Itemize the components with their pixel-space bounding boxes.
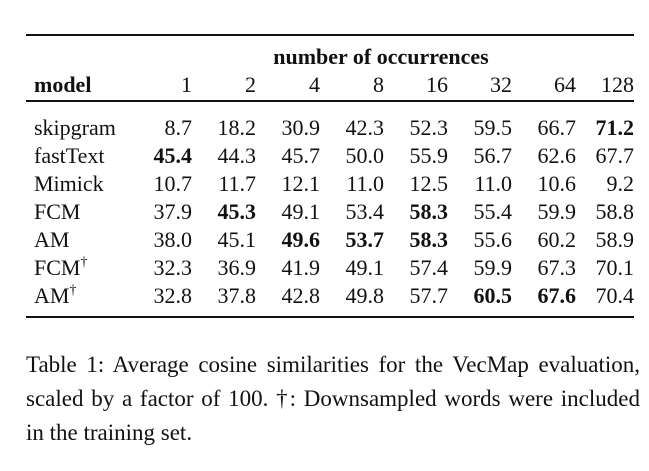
table-row: FCM 37.9 45.3 49.1 53.4 58.3 55.4 59.9 58.8: [26, 198, 634, 226]
column-header: 4: [309, 72, 320, 97]
table-cell: 55.6: [473, 227, 513, 252]
table-cell: 59.9: [473, 255, 513, 280]
table-cell: 8.7: [164, 115, 193, 140]
table-cell: 58.9: [595, 227, 635, 252]
table-cell: 37.8: [217, 283, 257, 308]
table-cell: 30.9: [281, 115, 321, 140]
table-cell: 58.8: [595, 199, 635, 224]
table-cell: 36.9: [217, 255, 257, 280]
table-cell: 67.6: [537, 283, 577, 308]
model-name: AM: [34, 226, 69, 254]
table-cell: 44.3: [217, 143, 257, 168]
header-rule: [26, 100, 634, 102]
table-cell: 70.4: [595, 283, 635, 308]
table-cell: 53.7: [345, 227, 385, 252]
table-cell: 57.4: [409, 255, 449, 280]
table-cell: 42.3: [345, 115, 385, 140]
table-cell: 41.9: [281, 255, 321, 280]
table-cell: 10.7: [153, 171, 193, 196]
table-cell: 11.0: [346, 171, 384, 196]
table-cell: 59.9: [537, 199, 577, 224]
table-cell: 67.3: [537, 255, 577, 280]
dagger-mark: †: [80, 255, 88, 270]
column-header: 8: [373, 72, 384, 97]
table-cell: 60.2: [537, 227, 577, 252]
table-cell: 52.3: [409, 115, 449, 140]
table-cell: 9.2: [606, 171, 635, 196]
table-cell: 70.1: [595, 255, 635, 280]
model-name: AM†: [34, 282, 76, 310]
table-cell: 18.2: [217, 115, 257, 140]
table-cell: 60.5: [473, 283, 513, 308]
table-row: AM† 32.8 37.8 42.8 49.8 57.7 60.5 67.6 70.4: [26, 282, 634, 310]
results-table: number of occurrences model 1 2 4 8 16 32 64 12…: [26, 34, 634, 318]
model-name: FCM†: [34, 254, 87, 282]
model-label: Mimick: [34, 171, 104, 196]
table-cell: 59.5: [473, 115, 513, 140]
table-cell: 38.0: [153, 227, 193, 252]
model-label: AM: [34, 283, 70, 308]
table-cell: 12.5: [409, 171, 449, 196]
table-cell: 55.9: [409, 143, 449, 168]
table-cell: 11.0: [474, 171, 512, 196]
table-cell: 37.9: [153, 199, 193, 224]
table-cell: 45.3: [217, 199, 257, 224]
model-label: AM: [34, 227, 70, 252]
table-cell: 57.7: [409, 283, 449, 308]
table-cell: 42.8: [281, 283, 321, 308]
table-cell: 66.7: [537, 115, 577, 140]
table-cell: 49.6: [281, 227, 321, 252]
model-column-header: model: [34, 72, 92, 97]
column-header: 1: [181, 72, 192, 97]
bottom-rule: [26, 316, 634, 318]
table-row: AM 38.0 45.1 49.6 53.7 58.3 55.6 60.2 58.9: [26, 226, 634, 254]
table-row: fastText 45.4 44.3 45.7 50.0 55.9 56.7 62.6 67.7: [26, 142, 634, 170]
column-header: 2: [245, 72, 256, 97]
model-label: FCM: [34, 199, 81, 224]
dagger-mark: †: [69, 283, 77, 298]
model-name: fastText: [34, 142, 105, 170]
model-label: FCM: [34, 255, 81, 280]
table-cell: 50.0: [345, 143, 385, 168]
table-cell: 56.7: [473, 143, 513, 168]
model-name: skipgram: [34, 114, 116, 142]
column-header: 16: [426, 72, 448, 97]
table-cell: 32.8: [153, 283, 193, 308]
table-cell: 10.6: [537, 171, 577, 196]
top-rule: [26, 34, 634, 36]
table-cell: 53.4: [345, 199, 385, 224]
table-cell: 55.4: [473, 199, 513, 224]
model-name: Mimick: [34, 170, 104, 198]
model-label: fastText: [34, 143, 105, 168]
table-caption: Table 1: Average cosine similarities for…: [26, 352, 640, 445]
group-header: number of occurrences: [273, 44, 489, 69]
table-cell: 32.3: [153, 255, 193, 280]
table-cell: 58.3: [409, 227, 449, 252]
model-name: FCM: [34, 198, 80, 226]
table-cell: 62.6: [537, 143, 577, 168]
table-row: FCM† 32.3 36.9 41.9 49.1 57.4 59.9 67.3 70.1: [26, 254, 634, 282]
table-row: Mimick 10.7 11.7 12.1 11.0 12.5 11.0 10.6 9.2: [26, 170, 634, 198]
table-cell: 45.1: [217, 227, 257, 252]
table-cell: 11.7: [218, 171, 256, 196]
table-cell: 45.7: [281, 143, 321, 168]
table-cell: 49.1: [281, 199, 321, 224]
model-label: skipgram: [34, 115, 116, 140]
table-cell: 49.8: [345, 283, 385, 308]
column-header: 32: [490, 72, 512, 97]
column-header: 128: [601, 72, 634, 97]
column-header: 64: [554, 72, 576, 97]
table-cell: 58.3: [409, 199, 449, 224]
table-cell: 67.7: [595, 143, 635, 168]
table-row: skipgram 8.7 18.2 30.9 42.3 52.3 59.5 66.7 71.2: [26, 114, 634, 142]
table-cell: 71.2: [595, 115, 635, 140]
table-cell: 12.1: [281, 171, 321, 196]
table-cell: 49.1: [345, 255, 385, 280]
table-cell: 45.4: [153, 143, 193, 168]
